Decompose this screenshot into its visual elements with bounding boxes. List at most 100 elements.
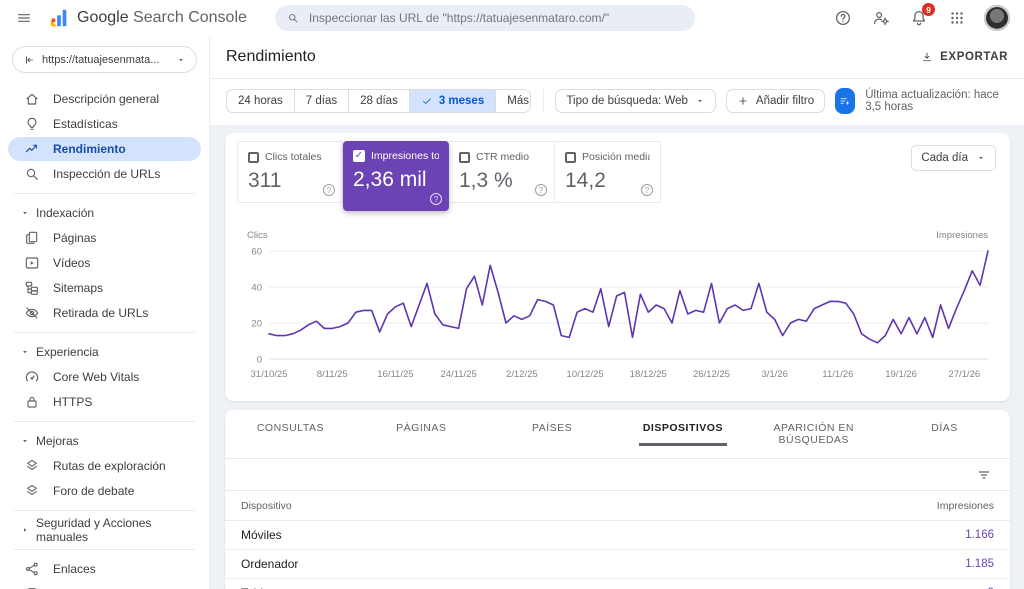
svg-text:11/1/26: 11/1/26	[822, 369, 853, 380]
filters-toolbar: 24 horas7 días28 días3 mesesMás informac…	[210, 79, 1024, 125]
table-row-ordenador[interactable]: Ordenador1.185	[225, 550, 1010, 579]
svg-text:8/11/25: 8/11/25	[317, 369, 348, 380]
more-info-chip[interactable]: Más información	[495, 90, 530, 112]
chevron-down-icon	[695, 96, 705, 106]
sidebar-item-foro-de-debate[interactable]: Foro de debate	[8, 479, 201, 503]
metric-card-posicion-media[interactable]: Posición media14,2?	[555, 141, 661, 203]
help-icon[interactable]: ?	[535, 184, 547, 196]
checkbox-checked-icon[interactable]: ✓	[353, 150, 365, 162]
tab-dispositivos[interactable]: DISPOSITIVOS	[617, 410, 748, 458]
metric-card-clics-totales[interactable]: Clics totales311?	[237, 141, 343, 203]
notifications-button[interactable]: 9	[908, 7, 930, 29]
sidebar-item-https[interactable]: HTTPS	[8, 390, 201, 414]
sidebar-item-estadisticas[interactable]: Estadísticas	[8, 112, 201, 136]
avatar[interactable]	[984, 5, 1010, 31]
content-area: Clics totales311?✓Impresiones total...2,…	[210, 125, 1024, 589]
tab-paginas[interactable]: PÁGINAS	[356, 410, 487, 458]
compare-filter-button[interactable]	[835, 88, 855, 114]
menu-icon	[16, 10, 32, 26]
sidebar-item-videos[interactable]: Vídeos	[8, 251, 201, 275]
help-icon[interactable]: ?	[323, 184, 335, 196]
range-chip-24-horas[interactable]: 24 horas	[227, 90, 294, 112]
sidebar-item-core-web-vitals[interactable]: Core Web Vitals	[8, 365, 201, 389]
breadcrumbs-icon	[24, 458, 40, 474]
product-name: Google Search Console	[77, 9, 247, 27]
chevron-down-icon	[976, 153, 986, 163]
sidebar-section-indexacion[interactable]: Indexación	[8, 201, 201, 225]
hamburger-menu-button[interactable]	[10, 4, 38, 32]
svg-text:20: 20	[251, 319, 262, 330]
range-chip-28-dias[interactable]: 28 días	[348, 90, 409, 112]
range-chip-3-meses[interactable]: 3 meses	[409, 90, 495, 112]
sidebar-item-enlaces[interactable]: Enlaces	[8, 557, 201, 581]
property-selector[interactable]: https://tatuajesenmata...	[12, 46, 197, 73]
svg-text:Clics: Clics	[247, 230, 268, 241]
svg-text:2/12/25: 2/12/25	[506, 369, 538, 380]
add-filter-chip[interactable]: Añadir filtro	[726, 89, 825, 113]
metric-value: 2,36 mil	[353, 168, 439, 192]
help-icon[interactable]: ?	[430, 193, 442, 205]
tab-aparicion-en-busquedas[interactable]: APARICIÓN EN BÚSQUEDAS	[748, 410, 879, 458]
url-removal-icon	[24, 305, 40, 321]
device-name: Ordenador	[241, 557, 298, 571]
svg-text:19/1/26: 19/1/26	[885, 369, 917, 380]
granularity-select[interactable]: Cada día	[911, 145, 996, 171]
metric-card-impresiones-total[interactable]: ✓Impresiones total...2,36 mil?	[343, 141, 449, 211]
property-url: https://tatuajesenmata...	[42, 54, 169, 66]
chevron-down-icon	[176, 55, 186, 65]
user-settings-button[interactable]	[870, 7, 892, 29]
svg-text:26/12/25: 26/12/25	[693, 369, 730, 380]
help-button[interactable]	[832, 7, 854, 29]
help-icon[interactable]: ?	[641, 184, 653, 196]
table-filter-icon[interactable]	[976, 467, 992, 483]
device-name: Móviles	[241, 528, 282, 542]
checkbox-unchecked-icon[interactable]	[459, 152, 470, 163]
sidebar-section-experiencia[interactable]: Experiencia	[8, 340, 201, 364]
sidebar-divider	[14, 193, 195, 194]
caret-down-icon	[20, 436, 30, 446]
table-row-moviles[interactable]: Móviles1.166	[225, 521, 1010, 550]
property-icon	[23, 54, 35, 66]
svg-text:3/1/26: 3/1/26	[761, 369, 787, 380]
sidebar-divider	[14, 549, 195, 550]
url-inspection-searchbox[interactable]	[275, 5, 695, 31]
dimension-tabs: CONSULTASPÁGINASPAÍSESDISPOSITIVOSAPARIC…	[225, 410, 1010, 459]
sidebar-section-seguridad-y-acciones-manuales[interactable]: Seguridad y Acciones manuales	[8, 518, 201, 542]
notifications-badge: 9	[922, 3, 935, 16]
export-button[interactable]: EXPORTAR	[921, 51, 1008, 63]
metric-card-ctr-medio[interactable]: CTR medio1,3 %?	[449, 141, 555, 203]
tab-consultas[interactable]: CONSULTAS	[225, 410, 356, 458]
sidebar-item-descripcion-general[interactable]: Descripción general	[8, 87, 201, 111]
google-apps-button[interactable]	[946, 7, 968, 29]
checkbox-unchecked-icon[interactable]	[565, 152, 576, 163]
filter-plus-icon	[839, 95, 851, 107]
toolbar-divider	[543, 89, 544, 113]
table-header: Dispositivo Impresiones	[225, 491, 1010, 521]
range-chip-7-dias[interactable]: 7 días	[294, 90, 348, 112]
caret-down-icon	[20, 208, 30, 218]
performance-chart[interactable]: 0204060ClicsImpresiones31/10/258/11/2516…	[237, 227, 998, 397]
download-icon	[921, 51, 933, 63]
dimensions-table-card: CONSULTASPÁGINASPAÍSESDISPOSITIVOSAPARIC…	[225, 410, 1010, 589]
search-console-logo-icon	[48, 7, 70, 29]
sidebar-item-sitemaps[interactable]: Sitemaps	[8, 276, 201, 300]
tab-paises[interactable]: PAÍSES	[487, 410, 618, 458]
svg-text:0: 0	[257, 355, 262, 366]
links-icon	[24, 561, 40, 577]
sidebar-item-logros[interactable]: Logros	[8, 582, 201, 589]
sidebar-item-rendimiento[interactable]: Rendimiento	[8, 137, 201, 161]
search-type-chip[interactable]: Tipo de búsqueda: Web	[555, 89, 715, 113]
sidebar-item-inspeccion-de-urls[interactable]: Inspección de URLs	[8, 162, 201, 186]
sidebar-item-paginas[interactable]: Páginas	[8, 226, 201, 250]
sidebar-section-mejoras[interactable]: Mejoras	[8, 429, 201, 453]
svg-text:16/11/25: 16/11/25	[377, 369, 413, 380]
app-logo[interactable]: Google Search Console	[48, 7, 247, 29]
sidebar-item-retirada-de-urls[interactable]: Retirada de URLs	[8, 301, 201, 325]
sidebar-item-rutas-de-exploracion[interactable]: Rutas de exploración	[8, 454, 201, 478]
table-row-tablet[interactable]: Tablet9	[225, 579, 1010, 589]
tab-dias[interactable]: DÍAS	[879, 410, 1010, 458]
checkbox-unchecked-icon[interactable]	[248, 152, 259, 163]
top-app-bar: Google Search Console 9	[0, 0, 1024, 36]
forum-icon	[24, 483, 40, 499]
search-input[interactable]	[309, 11, 683, 25]
